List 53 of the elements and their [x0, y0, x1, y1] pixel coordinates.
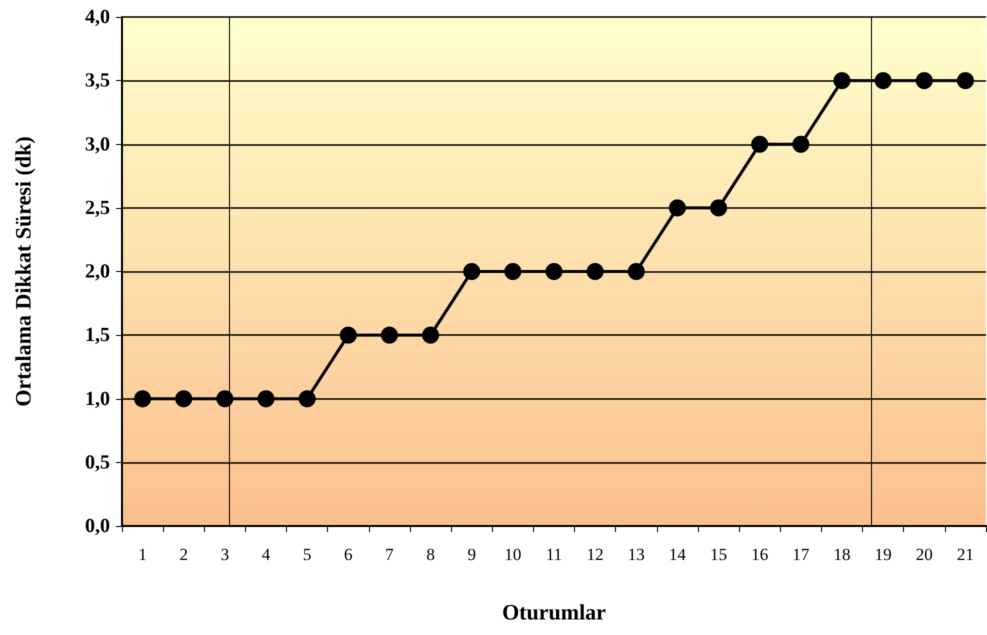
point	[504, 263, 522, 280]
x-tick-label: 19	[874, 545, 892, 564]
point	[463, 263, 480, 280]
x-tick-label: 7	[385, 545, 394, 564]
y-tick-label: 4,0	[85, 6, 110, 28]
x-tick-label: 11	[546, 545, 562, 564]
x-tick-label: 8	[426, 545, 435, 564]
point	[380, 326, 398, 344]
point	[874, 72, 892, 90]
y-tick-label: 2,0	[85, 260, 110, 282]
point	[586, 263, 604, 280]
point	[175, 390, 192, 408]
y-tick-label: 1,5	[85, 324, 110, 346]
x-tick-label: 13	[628, 545, 645, 564]
point	[710, 199, 728, 216]
x-tick-label: 20	[916, 545, 933, 564]
point	[258, 390, 274, 408]
point	[668, 199, 686, 216]
x-tick-label: 2	[179, 545, 188, 564]
y-tick-label: 2,5	[85, 196, 110, 219]
x-tick-label: 21	[956, 545, 974, 564]
point	[422, 326, 440, 344]
x-tick-label: 9	[467, 545, 476, 564]
x-tick-label: 10	[504, 545, 522, 564]
x-tick-label: 15	[710, 545, 728, 564]
y-axis-title: Ortalama Dikkat Süresi (dk)	[10, 136, 36, 407]
x-tick-label: 16	[751, 545, 768, 564]
point	[628, 263, 645, 280]
point	[134, 390, 152, 408]
x-tick-label: 1	[138, 545, 147, 564]
y-tick-label: 0,0	[85, 515, 110, 537]
point	[956, 72, 974, 90]
x-tick-label: 14	[668, 545, 686, 564]
point	[340, 326, 357, 344]
point	[546, 263, 562, 280]
x-tick-label: 18	[834, 545, 850, 564]
x-tick-label: 6	[344, 545, 353, 564]
x-tick-label: 12	[586, 545, 604, 564]
x-tick-label: 4	[262, 545, 271, 564]
point	[216, 390, 234, 408]
x-tick-label: 5	[302, 545, 312, 564]
y-tick-label: 0,5	[85, 451, 110, 474]
point	[792, 136, 810, 153]
point	[834, 72, 850, 90]
point	[298, 390, 316, 408]
y-tick-label: 3,5	[85, 70, 110, 92]
x-tick-label: 17	[792, 545, 810, 564]
x-axis-title: Oturumlar	[502, 600, 606, 624]
x-tick-label: 3	[220, 545, 230, 564]
y-tick-label: 1,0	[85, 388, 110, 410]
y-tick-label: 3,0	[85, 133, 110, 156]
point	[916, 72, 933, 90]
point	[751, 136, 768, 153]
